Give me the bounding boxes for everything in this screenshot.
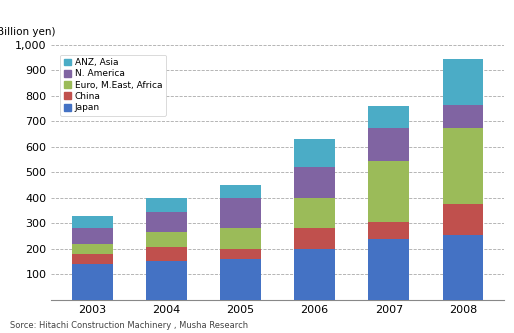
- Bar: [369, 161, 409, 222]
- Bar: [146, 261, 187, 300]
- Bar: [72, 254, 113, 264]
- Bar: [220, 198, 261, 228]
- Bar: [220, 228, 261, 249]
- Bar: [443, 59, 483, 105]
- Bar: [72, 264, 113, 300]
- Bar: [220, 259, 261, 300]
- Bar: [146, 212, 187, 232]
- Bar: [146, 247, 187, 261]
- Bar: [294, 249, 335, 300]
- Bar: [220, 185, 261, 198]
- Bar: [369, 238, 409, 300]
- Bar: [146, 232, 187, 247]
- Bar: [443, 105, 483, 128]
- Bar: [72, 228, 113, 244]
- Bar: [72, 244, 113, 254]
- Bar: [294, 139, 335, 167]
- Bar: [443, 204, 483, 235]
- Text: (Billion yen): (Billion yen): [0, 27, 55, 37]
- Text: Figure 4:  Hitachi Construction Machinery Sales by Region: Figure 4: Hitachi Construction Machinery…: [6, 13, 393, 26]
- Bar: [369, 106, 409, 128]
- Bar: [294, 198, 335, 228]
- Bar: [146, 198, 187, 212]
- Bar: [443, 235, 483, 300]
- Bar: [220, 249, 261, 259]
- Text: Sorce: Hitachi Construction Machinery , Musha Research: Sorce: Hitachi Construction Machinery , …: [10, 321, 248, 330]
- Bar: [294, 167, 335, 198]
- Bar: [443, 128, 483, 204]
- Bar: [369, 128, 409, 161]
- Bar: [72, 216, 113, 228]
- Bar: [294, 228, 335, 249]
- Bar: [369, 222, 409, 238]
- Legend: ANZ, Asia, N. America, Euro, M.East, Africa, China, Japan: ANZ, Asia, N. America, Euro, M.East, Afr…: [61, 55, 166, 116]
